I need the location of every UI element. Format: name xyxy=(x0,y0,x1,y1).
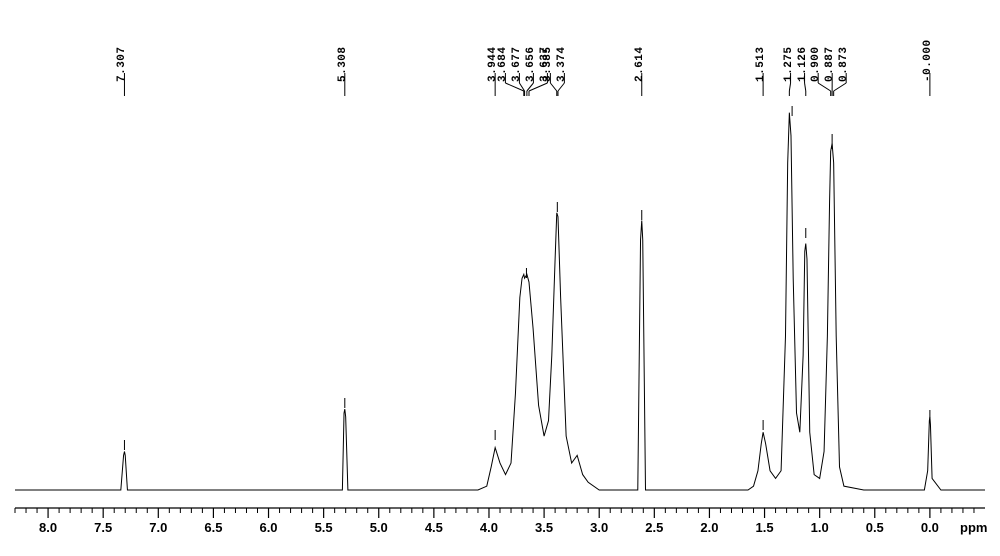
axis-unit-label: ppm xyxy=(960,520,987,535)
peak-label: 1.275 xyxy=(783,46,795,82)
axis-tick-label: 1.5 xyxy=(745,520,785,535)
peak-label: 3.374 xyxy=(556,46,568,82)
axis-tick-label: 3.0 xyxy=(579,520,619,535)
axis-tick-label: 6.0 xyxy=(249,520,289,535)
axis-tick-label: 7.5 xyxy=(83,520,123,535)
spectrum-trace xyxy=(15,113,985,490)
peak-label: 0.900 xyxy=(810,46,822,82)
spectrum-svg xyxy=(0,0,1000,556)
peak-label: 3.677 xyxy=(511,46,523,82)
peak-label: 3.385 xyxy=(542,46,554,82)
peak-label: 1.126 xyxy=(797,46,809,82)
axis-tick-label: 7.0 xyxy=(138,520,178,535)
axis-tick-label: 3.5 xyxy=(524,520,564,535)
axis-tick-label: 5.5 xyxy=(304,520,344,535)
axis-tick-label: 1.0 xyxy=(800,520,840,535)
peak-label: 7.307 xyxy=(116,46,128,82)
peak-label: 3.656 xyxy=(525,46,537,82)
axis-tick-label: 5.0 xyxy=(359,520,399,535)
peak-label: 0.887 xyxy=(824,46,836,82)
peak-label: 0.873 xyxy=(838,46,850,82)
peak-label: 3.684 xyxy=(497,46,509,82)
axis-tick-label: 2.0 xyxy=(689,520,729,535)
peak-label: -0.000 xyxy=(922,39,934,82)
axis-tick-label: 8.0 xyxy=(28,520,68,535)
axis-tick-label: 4.0 xyxy=(469,520,509,535)
peak-label: 5.308 xyxy=(337,46,349,82)
nmr-spectrum-plot: { "type": "line", "background_color": "#… xyxy=(0,0,1000,556)
peak-label: 2.614 xyxy=(634,46,646,82)
axis-tick-label: 0.0 xyxy=(910,520,950,535)
axis-tick-label: 2.5 xyxy=(634,520,674,535)
axis-tick-label: 0.5 xyxy=(855,520,895,535)
axis-tick-label: 6.5 xyxy=(193,520,233,535)
peak-label: 1.513 xyxy=(755,46,767,82)
axis-tick-label: 4.5 xyxy=(414,520,454,535)
